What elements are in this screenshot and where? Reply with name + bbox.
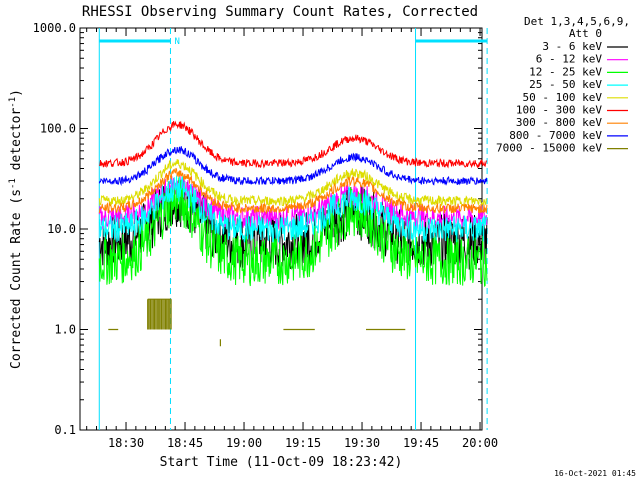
series-line-8 — [108, 298, 406, 347]
x-tick-label: 18:30 — [108, 436, 144, 450]
legend-label: 7000 - 15000 keV — [496, 142, 602, 155]
svg-text:Corrected Count Rate (s-1 dete: Corrected Count Rate (s-1 detector-1) — [8, 89, 24, 369]
legend-label: 800 - 7000 keV — [509, 129, 602, 142]
chart-title: RHESSI Observing Summary Count Rates, Co… — [82, 4, 478, 20]
x-tick-label: 19:30 — [344, 436, 380, 450]
y-axis-label: Corrected Count Rate (s-1 detector-1) — [8, 89, 24, 369]
series-line-5 — [98, 120, 488, 169]
legend-header-2: Att 0 — [569, 27, 602, 40]
legend-label: 25 - 50 keV — [529, 78, 602, 91]
legend-label: 300 - 800 keV — [516, 116, 602, 129]
x-axis-label: Start Time (11-Oct-09 18:23:42) — [160, 455, 403, 470]
legend-header-1: Det 1,3,4,5,6,9, — [524, 15, 630, 28]
series-line-3 — [98, 175, 488, 243]
x-tick-label: 19:45 — [403, 436, 439, 450]
y-tick-label: 10.0 — [47, 222, 76, 236]
x-tick-label: 18:45 — [167, 436, 203, 450]
y-tick-label: 0.1 — [54, 423, 76, 437]
x-tick-label: 19:00 — [226, 436, 262, 450]
legend-label: 50 - 100 keV — [523, 91, 603, 104]
series-line-6 — [98, 167, 488, 215]
legend-label: 3 - 6 keV — [542, 40, 602, 53]
series-line-4 — [98, 159, 488, 207]
x-tick-label: 20:00 — [462, 436, 498, 450]
y-tick-label: 1.0 — [54, 323, 76, 337]
y-tick-label: 100.0 — [40, 122, 76, 136]
y-tick-label: 1000.0 — [33, 21, 76, 35]
legend-label: 100 - 300 keV — [516, 104, 602, 117]
series-lines — [98, 120, 488, 347]
series-line-2 — [98, 177, 488, 288]
x-tick-label: 19:15 — [285, 436, 321, 450]
legend-label: 12 - 25 keV — [529, 65, 602, 78]
axes: 0.1 1.0 10.0 100.0 1000.0 18:30 18:45 19:00 19:1… — [33, 21, 498, 450]
series-line-7 — [98, 146, 488, 187]
night-flag-label: N — [174, 37, 179, 47]
legend-label: 6 - 12 keV — [536, 53, 603, 66]
footer-timestamp: 16-Oct-2021 01:45 — [554, 469, 636, 478]
